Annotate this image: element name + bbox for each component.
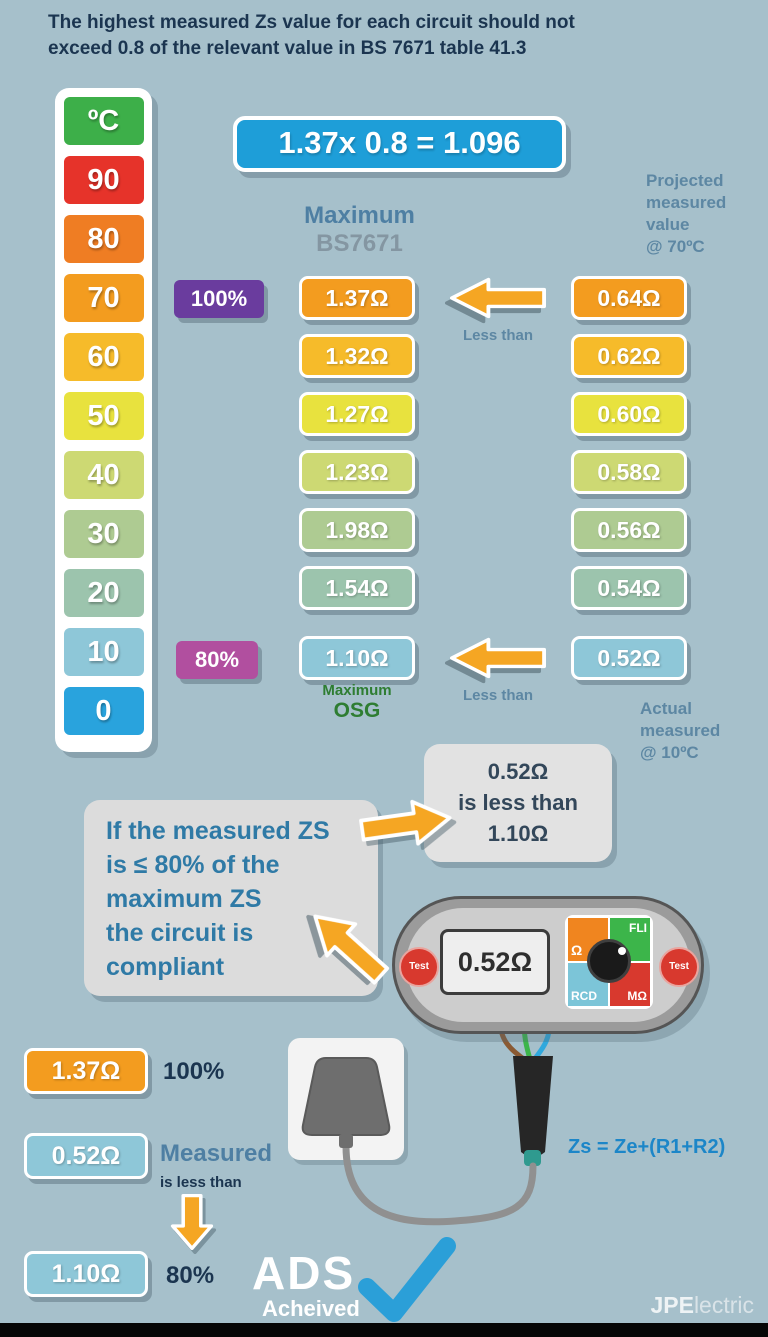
summary-max-box: 1.37Ω xyxy=(24,1048,148,1094)
ads-title: ADS xyxy=(252,1247,356,1299)
test-button-right: Test xyxy=(659,947,699,987)
measured-values-column: 0.64Ω 0.62Ω 0.60Ω 0.58Ω 0.56Ω 0.54Ω 0.52… xyxy=(571,276,687,680)
summary-less-than-label: is less than xyxy=(160,1174,242,1191)
less-than-arrow-bottom-icon xyxy=(450,637,546,679)
tester-display: 0.52Ω xyxy=(440,929,550,995)
page-title: The highest measured Zs value for each c… xyxy=(48,12,575,59)
temp-cell-70: 70 xyxy=(63,274,144,322)
less-than-label-top: Less than xyxy=(462,327,534,344)
test-probe-tip xyxy=(524,1150,541,1166)
test-button-left: Test xyxy=(399,947,439,987)
logo-light-part: lectric xyxy=(693,1292,754,1318)
pct-80-badge: 80% xyxy=(176,641,258,679)
max-value-box: 1.54Ω xyxy=(299,566,415,610)
max-value-box: 1.32Ω xyxy=(299,334,415,378)
temp-cell-50: 50 xyxy=(63,392,144,440)
less-than-arrow-top-icon xyxy=(450,277,546,319)
max-title-line2: BS7671 xyxy=(316,230,403,257)
osg-column-title: Maximum OSG xyxy=(299,682,415,723)
down-arrow-icon xyxy=(170,1194,214,1250)
temp-cell-40: 40 xyxy=(63,451,144,499)
result-callout: 0.52Ω is less than 1.10Ω xyxy=(424,744,612,862)
temp-cell-0: 0 xyxy=(63,687,144,735)
formula-banner: 1.37x 0.8 = 1.096 xyxy=(233,116,566,172)
dial-pointer xyxy=(618,947,626,955)
summary-limit-box: 1.10Ω xyxy=(24,1251,148,1297)
zs-formula: Zs = Ze+(R1+R2) xyxy=(568,1136,726,1158)
actual-column-title: Actual measured @ 10ºC xyxy=(640,699,721,762)
measured-value-box: 0.64Ω xyxy=(571,276,687,320)
osg-title-line2: OSG xyxy=(333,699,381,722)
temp-cell-30: 30 xyxy=(63,510,144,558)
summary-limit-label: 80% xyxy=(166,1262,215,1289)
less-than-label-bottom: Less than xyxy=(462,687,534,704)
measured-value-box: 0.56Ω xyxy=(571,508,687,552)
max-title-line1: Maximum xyxy=(304,202,415,229)
summary-measured-label: Measured xyxy=(160,1140,273,1167)
max-values-column: 1.37Ω 1.32Ω 1.27Ω 1.23Ω 1.98Ω 1.54Ω 1.10… xyxy=(299,276,415,680)
temp-cell-20: 20 xyxy=(63,569,144,617)
measured-value-box: 0.58Ω xyxy=(571,450,687,494)
compliance-callout: If the measured ZS is ≤ 80% of the maxim… xyxy=(84,800,378,996)
max-value-box: 1.23Ω xyxy=(299,450,415,494)
measured-value-box: 0.62Ω xyxy=(571,334,687,378)
company-logo: JPElectric xyxy=(650,1292,754,1319)
arrow-to-result-icon xyxy=(359,799,452,846)
temp-cell-80: 80 xyxy=(63,215,144,263)
bottom-bar xyxy=(0,1323,768,1337)
arrow-to-compliance-icon xyxy=(313,914,390,985)
measured-value-box: 0.54Ω xyxy=(571,566,687,610)
pct-100-badge: 100% xyxy=(174,280,264,318)
measured-value-box: 0.52Ω xyxy=(571,636,687,680)
summary-measured-box: 0.52Ω xyxy=(24,1133,148,1179)
measured-value-box: 0.60Ω xyxy=(571,392,687,436)
temp-cell-c: ºC xyxy=(63,97,144,145)
projected-column-title: Projected measured value @ 70ºC xyxy=(646,171,727,256)
max-value-box: 1.37Ω xyxy=(299,276,415,320)
dial-mohm-label: MΩ xyxy=(610,963,650,1006)
multifunction-tester: 0.52Ω Test Test Ω FLI RCD MΩ xyxy=(392,896,704,1034)
temp-cell-60: 60 xyxy=(63,333,144,381)
test-probe xyxy=(513,1056,553,1157)
max-value-box: 1.27Ω xyxy=(299,392,415,436)
dial-knob xyxy=(587,939,631,983)
ads-subtitle: Acheived xyxy=(262,1296,360,1321)
temperature-scale-panel: ºC 90 80 70 60 50 40 30 20 10 0 xyxy=(55,88,152,752)
max-value-box: 1.98Ω xyxy=(299,508,415,552)
osg-title-line1: Maximum xyxy=(322,682,392,699)
logo-bold-part: JPE xyxy=(650,1292,694,1318)
max-column-title: Maximum BS7671 xyxy=(282,202,437,258)
temp-cell-10: 10 xyxy=(63,628,144,676)
wall-socket-plate xyxy=(288,1038,404,1160)
check-icon xyxy=(358,1237,456,1322)
summary-max-label: 100% xyxy=(163,1058,225,1085)
temp-cell-90: 90 xyxy=(63,156,144,204)
max-value-box: 1.10Ω xyxy=(299,636,415,680)
